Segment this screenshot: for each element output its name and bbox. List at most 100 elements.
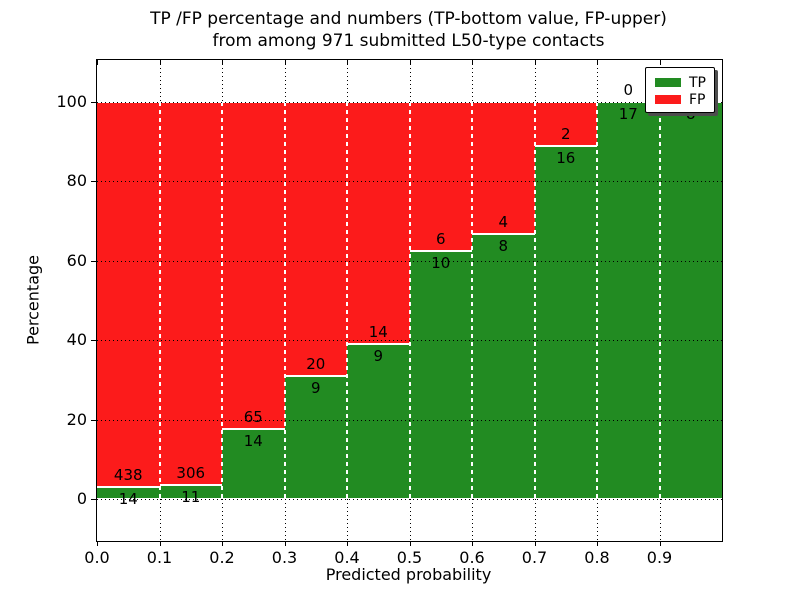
gridline-vertical-top [409, 60, 411, 102]
gridline-vertical-bottom [534, 499, 536, 541]
x-tick-label: 0.4 [334, 548, 360, 567]
x-tick-label: 0.7 [521, 548, 548, 567]
bar-tp-count-label: 17 [618, 104, 638, 123]
y-tick-mark-left [91, 340, 96, 342]
gridline-horizontal [97, 419, 722, 421]
bar-divider-dashed [658, 101, 661, 500]
bar-tp-count-label: 10 [431, 253, 451, 272]
bar-tp-count-label: 14 [243, 431, 263, 450]
gridline-horizontal [97, 499, 722, 501]
y-tick-label: 100 [56, 91, 87, 111]
x-tick-mark-bottom [159, 541, 161, 546]
bar-segment-divider [159, 484, 222, 487]
bar-divider-dashed [408, 101, 411, 500]
y-tick-label: 40 [66, 330, 87, 350]
bar-fp-segment [409, 101, 472, 251]
bar-tp-count-label: 8 [498, 237, 509, 256]
gridline-vertical-top [222, 60, 223, 102]
bar-fp-count-label: 438 [113, 465, 143, 484]
bar-fp-segment [534, 101, 597, 146]
y-tick-label: 20 [66, 409, 87, 429]
gridline-vertical-bottom [409, 499, 411, 541]
x-tick-mark-top [347, 60, 348, 65]
bar-segment-divider [97, 485, 160, 488]
gridline-horizontal [97, 340, 722, 342]
legend-item-tp: TP [655, 74, 708, 91]
bar-tp-segment [409, 250, 472, 500]
tp-color-swatch [655, 78, 681, 87]
bar-divider-dashed [471, 101, 473, 500]
bar-divider-dashed [158, 101, 161, 500]
gridline-vertical-bottom [159, 499, 161, 541]
x-tick-mark-bottom [409, 541, 411, 546]
y-tick-mark-left [91, 499, 96, 501]
bar-tp-count-label: 16 [556, 148, 576, 167]
x-tick-mark-top [472, 60, 473, 65]
bar-segment-divider [472, 233, 535, 236]
legend-item-fp: FP [655, 91, 708, 108]
gridline-vertical-bottom [472, 499, 473, 541]
x-axis-label: Predicted probability [325, 565, 492, 584]
bar-fp-segment [222, 101, 285, 429]
bar-tp-segment [284, 375, 347, 500]
plot-area: 438 14 306 11 65 14 20 9 14 9 6 10 4 8 2 16 0 17 0 8 0.0 0.1 0… [56, 59, 723, 567]
gridline-vertical-bottom [597, 499, 598, 541]
chart-title-line2: from among 971 submitted L50-type contac… [212, 31, 605, 51]
bar-segment-divider [534, 144, 597, 147]
x-tick-mark-top [534, 60, 536, 65]
gridline-vertical-top [472, 60, 473, 102]
bar-segment-divider [284, 374, 347, 377]
bar-fp-segment [159, 101, 222, 486]
y-tick-mark-left [91, 419, 96, 421]
x-tick-mark-bottom [472, 541, 473, 546]
gridline-vertical-top [159, 60, 161, 102]
x-tick-mark-bottom [222, 541, 223, 546]
gridline-horizontal [97, 260, 722, 262]
y-axis-label: Percentage [23, 254, 43, 346]
bar-tp-segment [534, 145, 597, 500]
gridline-vertical-bottom [659, 499, 661, 541]
bar-fp-segment [97, 101, 160, 487]
x-tick-mark-top [97, 60, 98, 65]
x-tick-label: 0.8 [584, 548, 610, 567]
x-tick-label: 0.1 [146, 548, 173, 567]
gridline-vertical-top [284, 60, 286, 102]
bar-tp-segment [159, 485, 222, 500]
y-tick-mark-left [91, 181, 96, 183]
bar-tp-segment [97, 486, 160, 500]
bar-tp-count-label: 8 [685, 104, 696, 123]
x-tick-mark-bottom [347, 541, 348, 546]
x-tick-label: 0.6 [459, 548, 485, 567]
bar-tp-count-label: 14 [118, 489, 138, 508]
bar-segment-divider [222, 427, 285, 430]
gridline-horizontal [97, 181, 722, 183]
bar-fp-count-label: 6 [435, 229, 446, 248]
bar-fp-count-label: 14 [368, 322, 388, 341]
y-tick-label: 0 [76, 489, 87, 509]
bar-segment-divider [347, 342, 410, 345]
legend: TP FP [645, 67, 715, 113]
x-tick-label: 0.5 [396, 548, 423, 567]
x-tick-mark-top [284, 60, 286, 65]
gridline-vertical-top [597, 60, 598, 102]
bar-fp-segment [347, 101, 410, 344]
bar-fp-segment [284, 101, 347, 376]
bar-fp-count-label: 65 [243, 407, 263, 426]
bar-divider-dashed [283, 101, 286, 500]
x-tick-label: 0.0 [84, 548, 110, 567]
x-tick-mark-top [222, 60, 223, 65]
x-tick-label: 0.9 [646, 548, 673, 567]
bar-fp-count-label: 0 [623, 80, 634, 99]
x-tick-mark-top [659, 60, 661, 65]
bar-tp-segment [347, 343, 410, 500]
bar-divider-dashed [221, 101, 223, 500]
bar-divider-dashed [596, 101, 598, 500]
legend-label-tp: TP [689, 74, 706, 91]
x-tick-mark-bottom [659, 541, 661, 546]
bar-fp-count-label: 2 [560, 124, 571, 143]
gridline-vertical-top [534, 60, 536, 102]
y-tick-mark-left [91, 260, 96, 262]
x-tick-label: 0.2 [209, 548, 235, 567]
gridline-vertical-top [347, 60, 348, 102]
